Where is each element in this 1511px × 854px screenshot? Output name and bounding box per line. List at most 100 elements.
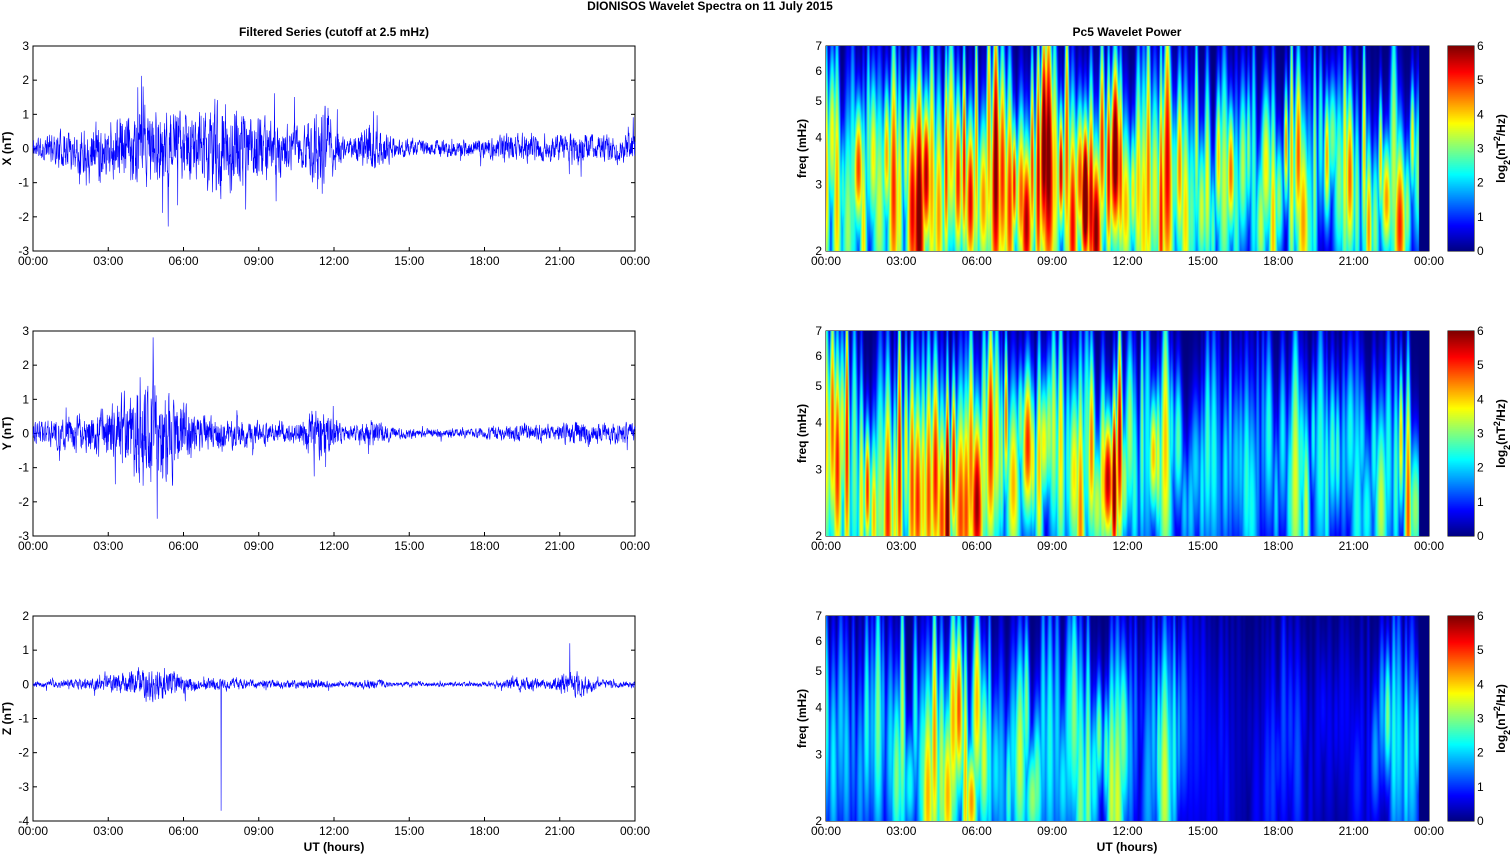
colorbar-label-part: log (1494, 450, 1508, 468)
ts-xtick-label: 03:00 (93, 539, 123, 553)
timeseries-panel-x: -3 -2 -1 0 1 2 3 X (nT) (0, 39, 636, 258)
colorbar (1448, 616, 1474, 821)
ts-xtick-label: 21:00 (545, 539, 575, 553)
wavelet-power-heatmap-x (826, 46, 1429, 251)
freq-tick-label: 4 (815, 416, 822, 430)
freq-tick-label: 2 (815, 814, 822, 828)
ts-xtick-label: 15:00 (394, 824, 424, 838)
colorbar-label-part: /Hz) (1494, 684, 1508, 706)
colorbar-tick-label: 0 (1477, 814, 1484, 828)
ts-xtick-label: 21:00 (545, 824, 575, 838)
ts-xtick-label: 21:00 (545, 254, 575, 268)
ytick-label: -3 (18, 780, 29, 794)
freq-tick-label: 7 (815, 609, 822, 623)
colorbar-tick-label: 5 (1477, 358, 1484, 372)
colorbar-label-part: /Hz) (1494, 114, 1508, 136)
freq-tick-label: 3 (815, 463, 822, 477)
ts-xtick-label: 09:00 (244, 539, 274, 553)
colorbar-label: log2(nT2/Hz) (1492, 399, 1511, 468)
wv-xtick-label: 06:00 (962, 539, 992, 553)
timeseries-panel-y: -3 -2 -1 0 1 2 3 Y (nT) (0, 324, 636, 543)
wv-xtick-label: 03:00 (886, 254, 916, 268)
ytick-label: 1 (22, 392, 29, 406)
wv-xtick-label: 21:00 (1339, 824, 1369, 838)
colorbar-label-part: 2 (1492, 421, 1502, 426)
wv-xtick-label: 12:00 (1112, 824, 1142, 838)
series-line-y (32, 337, 636, 519)
ytick-label: 1 (22, 107, 29, 121)
ts-xtick-label: 00:00 (620, 539, 650, 553)
wv-xtick-label: 03:00 (886, 824, 916, 838)
freq-tick-label: 6 (815, 64, 822, 78)
ts-xtick-label: 06:00 (168, 824, 198, 838)
ts-xtick-label: 12:00 (319, 824, 349, 838)
ytick-label: -1 (18, 712, 29, 726)
ytick-label: -1 (18, 461, 29, 475)
wv-xtick-label: 09:00 (1037, 824, 1067, 838)
freq-tick-label: 6 (815, 634, 822, 648)
wv-xtick-label: 18:00 (1263, 824, 1293, 838)
freq-tick-label: 6 (815, 349, 822, 363)
colorbar-tick-label: 3 (1477, 712, 1484, 726)
colorbar-tick-label: 6 (1477, 324, 1484, 338)
ytick-label: 2 (22, 73, 29, 87)
ytick-label: 3 (22, 324, 29, 338)
wv-xtick-label: 15:00 (1188, 539, 1218, 553)
colorbar-label: log2(nT2/Hz) (1492, 114, 1511, 183)
wv-xtick-label: 00:00 (1414, 254, 1444, 268)
ytick-label: 2 (22, 609, 29, 623)
ts-xtick-label: 15:00 (394, 254, 424, 268)
colorbar-label-part: /Hz) (1494, 399, 1508, 421)
wv-xtick-label: 00:00 (1414, 824, 1444, 838)
wv-xtick-label: 12:00 (1112, 254, 1142, 268)
ts-xtick-label: 12:00 (319, 539, 349, 553)
colorbar-tick-label: 2 (1477, 746, 1484, 760)
colorbar-label-part: (nT (1494, 141, 1508, 160)
axes-box (32, 615, 636, 822)
ytick-label: 0 (22, 427, 29, 441)
ytick-label: 2 (22, 358, 29, 372)
ts-xtick-label: 09:00 (244, 824, 274, 838)
freq-tick-label: 7 (815, 324, 822, 338)
colorbar-tick-label: 4 (1477, 392, 1484, 406)
freq-tick-label: 3 (815, 178, 822, 192)
colorbar-label-part: 2 (1502, 730, 1511, 735)
ts-xtick-label: 00:00 (620, 254, 650, 268)
freq-tick-label: 5 (815, 664, 822, 678)
colorbar (1448, 46, 1474, 251)
ts-xtick-label: 03:00 (93, 824, 123, 838)
ytick-label: -4 (18, 814, 29, 828)
ylabel: Z (nT) (0, 702, 14, 735)
freq-ylabel: freq (mHz) (795, 689, 809, 748)
colorbar-label-part: 2 (1502, 445, 1511, 450)
wv-xtick-label: 06:00 (962, 824, 992, 838)
colorbar-tick-label: 0 (1477, 529, 1484, 543)
ytick-label: -2 (18, 210, 29, 224)
ytick-label: -2 (18, 495, 29, 509)
ts-xtick-label: 00:00 (620, 824, 650, 838)
wv-xtick-label: 03:00 (886, 539, 916, 553)
wv-xtick-label: 00:00 (1414, 539, 1444, 553)
colorbar-label-part: (nT (1494, 426, 1508, 445)
wv-xtick-label: 15:00 (1188, 824, 1218, 838)
colorbar-label-part: 2 (1502, 160, 1511, 165)
ytick-label: -2 (18, 746, 29, 760)
ts-xtick-label: 06:00 (168, 254, 198, 268)
colorbar-label-part: log (1494, 735, 1508, 753)
wv-xtick-label: 00:00 (811, 254, 841, 268)
series-line-z (32, 643, 636, 811)
freq-tick-label: 2 (815, 529, 822, 543)
wv-xtick-label: 18:00 (1263, 254, 1293, 268)
wavelet-power-heatmap-z (826, 616, 1429, 821)
ytick-label: -3 (18, 244, 29, 258)
ytick-label: -1 (18, 176, 29, 190)
ts-xtick-label: 00:00 (18, 254, 48, 268)
wv-xtick-label: 21:00 (1339, 254, 1369, 268)
wavelet-power-heatmap-y (826, 331, 1429, 536)
ytick-label: 0 (22, 142, 29, 156)
freq-tick-label: 3 (815, 748, 822, 762)
ts-xtick-label: 00:00 (18, 824, 48, 838)
freq-tick-label: 5 (815, 379, 822, 393)
freq-tick-label: 2 (815, 244, 822, 258)
freq-tick-label: 7 (815, 39, 822, 53)
